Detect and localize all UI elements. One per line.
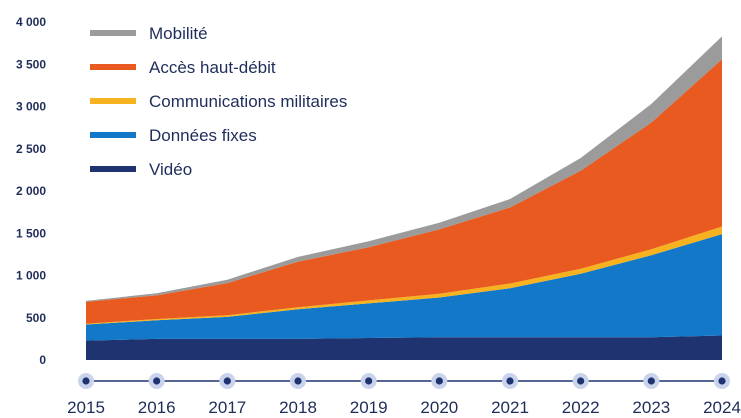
legend-label: Accès haut-débit (149, 58, 276, 77)
y-tick-label: 1 000 (16, 269, 46, 283)
x-tick-label: 2018 (279, 398, 317, 417)
y-tick-label: 0 (39, 353, 46, 367)
y-tick-label: 2 500 (16, 142, 46, 156)
timeline-dot (718, 377, 726, 385)
legend-swatch (90, 132, 136, 138)
y-tick-label: 4 000 (16, 15, 46, 29)
y-tick-label: 3 000 (16, 100, 46, 114)
legend: Mobilité Accès haut-débit Communications m… (90, 24, 347, 179)
legend-swatch (90, 98, 136, 104)
area-series-group (86, 36, 722, 360)
timeline-dot (82, 377, 90, 385)
x-tick-label: 2024 (703, 398, 741, 417)
legend-label: Vidéo (149, 160, 192, 179)
x-axis-tick-labels: 2015 2016 2017 2018 2019 2020 2021 2022 2023 2024 (67, 398, 741, 417)
legend-label: Mobilité (149, 24, 208, 43)
x-tick-label: 2017 (208, 398, 246, 417)
y-tick-label: 1 500 (16, 226, 46, 240)
x-axis-timeline (78, 373, 730, 389)
timeline-dot (435, 377, 443, 385)
y-tick-label: 2 000 (16, 184, 46, 198)
y-axis-tick-labels: 0 500 1 000 1 500 2 000 2 500 3 000 3 500 4 000 (16, 15, 46, 367)
area-0 (86, 335, 722, 360)
y-tick-label: 500 (26, 311, 46, 325)
legend-label: Données fixes (149, 126, 257, 145)
x-tick-label: 2019 (350, 398, 388, 417)
legend-swatch (90, 166, 136, 172)
area-1 (86, 234, 722, 341)
legend-swatch (90, 64, 136, 70)
x-tick-label: 2016 (138, 398, 176, 417)
timeline-dot (506, 377, 514, 385)
area-3 (86, 59, 722, 324)
x-tick-label: 2015 (67, 398, 105, 417)
x-tick-label: 2021 (491, 398, 529, 417)
timeline-dot (153, 377, 161, 385)
y-tick-label: 3 500 (16, 57, 46, 71)
timeline-dot (365, 377, 373, 385)
legend-label: Communications militaires (149, 92, 347, 111)
x-tick-label: 2022 (562, 398, 600, 417)
timeline-dot (647, 377, 655, 385)
x-tick-label: 2020 (420, 398, 458, 417)
legend-swatch (90, 30, 136, 36)
timeline-dot (294, 377, 302, 385)
x-tick-label: 2023 (632, 398, 670, 417)
timeline-dot (223, 377, 231, 385)
timeline-dot (577, 377, 585, 385)
